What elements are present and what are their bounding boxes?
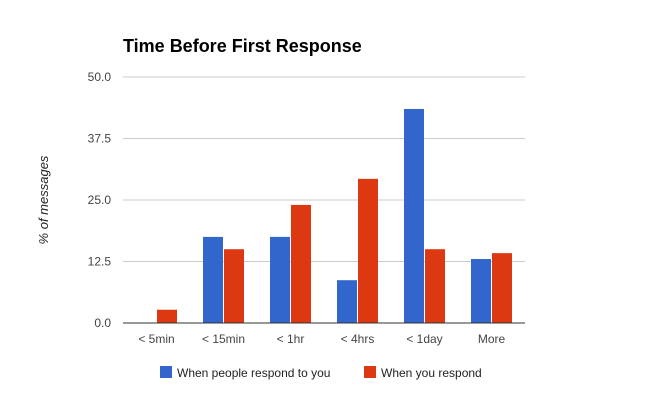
bar-people-respond-to-you-3 [337,280,357,323]
y-tick-label: 25.0 [88,193,112,207]
chart-title: Time Before First Response [123,36,362,56]
x-tick-label: < 4hrs [341,332,375,346]
y-tick-label: 12.5 [88,255,112,269]
y-tick-label: 50.0 [88,70,112,84]
bar-you-respond-1 [224,249,244,323]
x-tick-label: < 1hr [277,332,305,346]
legend-label: When people respond to you [177,366,330,380]
y-axis-ticks: 0.0 12.5 25.0 37.5 50.0 [88,70,112,330]
legend-swatch [160,366,172,378]
bar-you-respond-0 [157,309,177,323]
legend-label: When you respond [381,366,482,380]
x-axis-ticks: < 5min < 15min < 1hr < 4hrs < 1day More [138,332,505,346]
bar-you-respond-5 [492,253,512,323]
bars [157,108,512,323]
y-tick-label: 37.5 [88,132,112,146]
bar-people-respond-to-you-4 [404,108,424,323]
bar-you-respond-3 [358,178,378,323]
legend: When people respond to you When you respo… [160,366,482,380]
bar-people-respond-to-you-5 [471,259,491,323]
y-axis-title: % of messages [36,155,51,244]
gridlines [123,76,525,262]
bar-you-respond-2 [291,204,311,323]
x-tick-label: < 5min [138,332,174,346]
x-tick-label: < 1day [406,332,442,346]
bar-people-respond-to-you-2 [270,236,290,323]
bar-you-respond-4 [425,249,445,323]
bar-people-respond-to-you-1 [203,236,223,323]
y-tick-label: 0.0 [94,316,111,330]
x-tick-label: More [478,332,506,346]
x-tick-label: < 15min [202,332,245,346]
legend-swatch [364,366,376,378]
